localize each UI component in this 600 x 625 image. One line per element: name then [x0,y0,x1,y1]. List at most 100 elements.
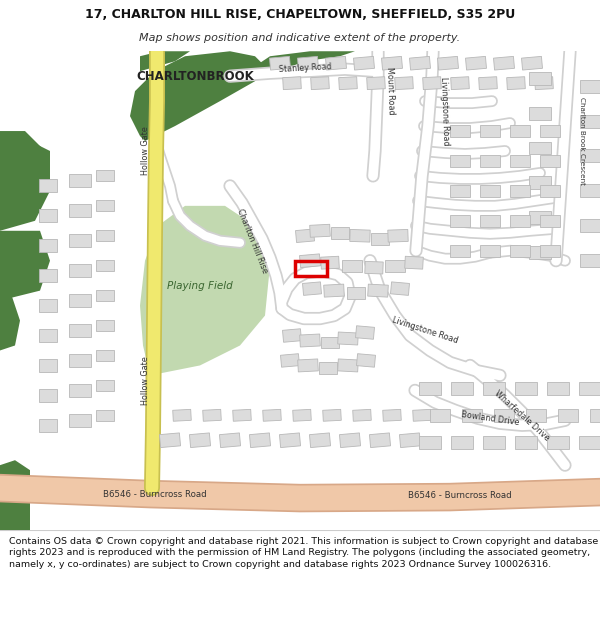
Bar [483,436,505,449]
Bar [39,179,57,192]
Text: Hollow Gate: Hollow Gate [140,127,149,176]
Polygon shape [140,51,190,71]
Bar [299,254,320,268]
Bar [547,382,569,395]
Bar [331,227,349,239]
Text: Stanley Road: Stanley Road [278,62,332,74]
Bar [39,269,57,282]
Bar [323,284,344,297]
Bar [410,56,430,70]
Bar [39,389,57,402]
Text: B6546 - Burncross Road: B6546 - Burncross Road [103,489,207,499]
Text: Contains OS data © Crown copyright and database right 2021. This information is : Contains OS data © Crown copyright and d… [9,537,598,569]
Bar [451,436,473,449]
Bar [250,433,271,447]
Bar [160,433,181,447]
Bar [400,433,421,447]
Bar [430,409,450,422]
Bar [529,211,551,224]
Bar [96,171,114,181]
Bar [521,56,542,70]
Text: CHARLTONBROOK: CHARLTONBROOK [136,69,254,82]
Bar [203,409,221,421]
Bar [510,215,530,227]
Bar [96,260,114,271]
Bar [480,125,500,137]
Text: Livingstone Road: Livingstone Road [439,77,451,146]
Bar [293,409,311,421]
Bar [450,185,470,197]
Bar [529,107,551,119]
Bar [579,436,600,449]
Bar [69,414,91,427]
Bar [391,282,409,296]
Bar [462,409,482,422]
Bar [338,77,358,89]
Bar [419,382,441,395]
Bar [39,419,57,432]
Bar [96,320,114,331]
Text: Map shows position and indicative extent of the property.: Map shows position and indicative extent… [139,33,461,44]
Bar [302,282,322,296]
Bar [450,245,470,257]
Polygon shape [0,141,50,221]
Bar [510,125,530,137]
Bar [590,409,600,422]
Bar [529,141,551,154]
Bar [280,433,301,447]
Bar [296,229,314,242]
Bar [283,329,301,342]
Bar [526,409,546,422]
Polygon shape [0,291,20,351]
Bar [395,77,413,89]
Bar [451,77,469,89]
Bar [515,382,537,395]
Text: Livingstone Road: Livingstone Road [391,316,459,346]
Bar [579,382,600,395]
Bar [295,261,327,276]
Bar [220,433,241,447]
Bar [580,79,600,92]
Bar [69,354,91,367]
Bar [190,433,211,447]
Bar [510,185,530,197]
Polygon shape [0,131,50,231]
Bar [96,230,114,241]
Bar [310,433,331,447]
Text: Mount Road: Mount Road [385,67,395,115]
Polygon shape [0,460,30,530]
Bar [311,77,329,89]
Bar [69,234,91,248]
Bar [96,350,114,361]
Polygon shape [255,51,355,76]
Bar [350,229,370,242]
Bar [540,245,560,257]
Bar [580,114,600,128]
Bar [340,433,361,447]
Bar [69,264,91,277]
Bar [96,201,114,211]
Bar [383,409,401,421]
Bar [371,232,389,245]
Text: Hollow Gate: Hollow Gate [140,356,149,405]
Bar [338,332,358,345]
Bar [39,299,57,312]
Bar [580,184,600,198]
Bar [494,56,514,70]
Bar [547,436,569,449]
Bar [69,204,91,217]
Bar [515,436,537,449]
Bar [404,256,424,269]
Bar [483,382,505,395]
Bar [356,354,376,367]
Bar [263,409,281,421]
Bar [310,224,331,238]
Bar [506,77,526,89]
Bar [450,155,470,167]
Bar [320,256,340,269]
Bar [450,125,470,137]
Bar [437,56,458,70]
Bar [558,409,578,422]
Bar [388,229,408,242]
Bar [323,409,341,421]
